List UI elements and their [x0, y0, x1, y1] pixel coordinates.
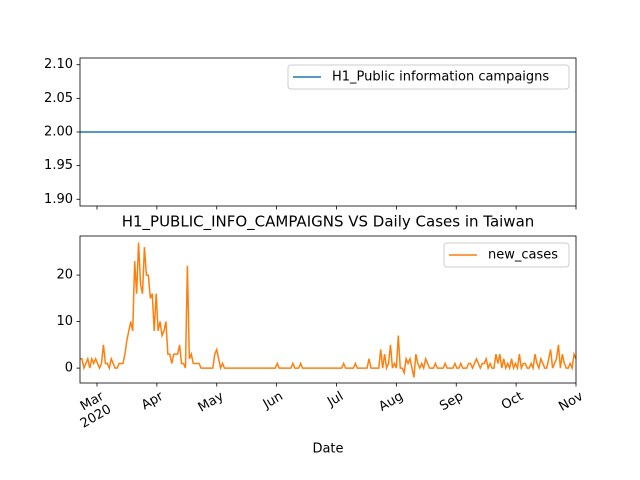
line-series	[80, 242, 577, 378]
axes-frame	[79, 235, 577, 384]
y-tick-label: 1.90	[44, 192, 73, 207]
y-tick-label: 2.10	[44, 57, 73, 72]
y-tick-label: 20	[56, 268, 73, 283]
legend-box	[287, 64, 570, 90]
y-tick-label: 1.95	[44, 158, 73, 173]
legend-box	[443, 242, 570, 268]
y-tick-label: 2.05	[44, 91, 73, 106]
axes-frame	[79, 57, 577, 207]
x-axis-label: Date	[312, 442, 343, 457]
y-tick-label: 0	[65, 361, 73, 376]
chart-title: H1_PUBLIC_INFO_CAMPAIGNS VS Daily Cases …	[122, 213, 535, 232]
legend-label: new_cases	[488, 248, 558, 263]
y-tick-label: 10	[56, 314, 73, 329]
y-tick-label: 2.00	[44, 125, 73, 140]
legend-label: H1_Public information campaigns	[332, 70, 549, 85]
